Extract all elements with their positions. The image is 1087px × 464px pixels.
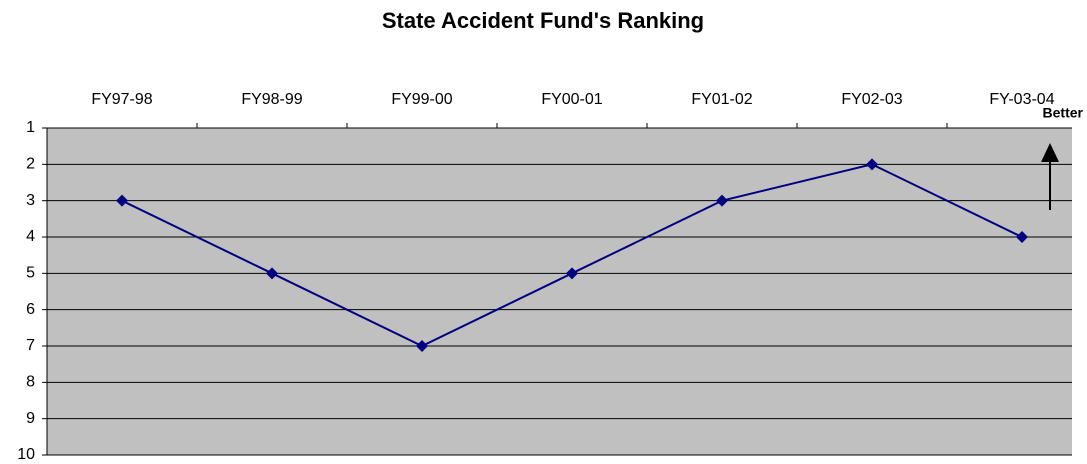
y-tick-label: 6	[26, 301, 35, 318]
annotation: Better	[1043, 105, 1084, 121]
data-point	[416, 340, 428, 352]
y-tick-label: 1	[26, 119, 35, 136]
x-tick-label: FY01-02	[691, 91, 752, 108]
plot-area	[47, 128, 1072, 455]
y-tick-label: 4	[26, 228, 35, 245]
data-point	[1016, 231, 1028, 243]
y-tick-label: 10	[17, 446, 35, 463]
x-tick-label: FY00-01	[541, 91, 602, 108]
y-tick-label: 9	[26, 410, 35, 427]
y-tick-label: 5	[26, 265, 35, 282]
data-point	[116, 194, 128, 207]
data-point	[266, 267, 278, 280]
y-tick-label: 2	[26, 156, 35, 173]
x-tick-label: FY99-00	[391, 91, 452, 108]
y-tick-label: 7	[26, 337, 35, 354]
x-tick-label: FY-03-04	[989, 91, 1054, 108]
x-tick-label: FY97-98	[91, 91, 152, 108]
x-tick-label: FY98-99	[241, 91, 302, 108]
data-point	[716, 194, 728, 207]
chart-title: State Accident Fund's Ranking	[382, 8, 704, 33]
x-tick-label: FY02-03	[841, 91, 902, 108]
y-tick-label: 8	[26, 374, 35, 391]
data-point	[866, 158, 878, 171]
y-tick-label: 3	[26, 192, 35, 209]
data-point	[566, 267, 578, 280]
annotation-arrowhead	[1041, 143, 1059, 162]
